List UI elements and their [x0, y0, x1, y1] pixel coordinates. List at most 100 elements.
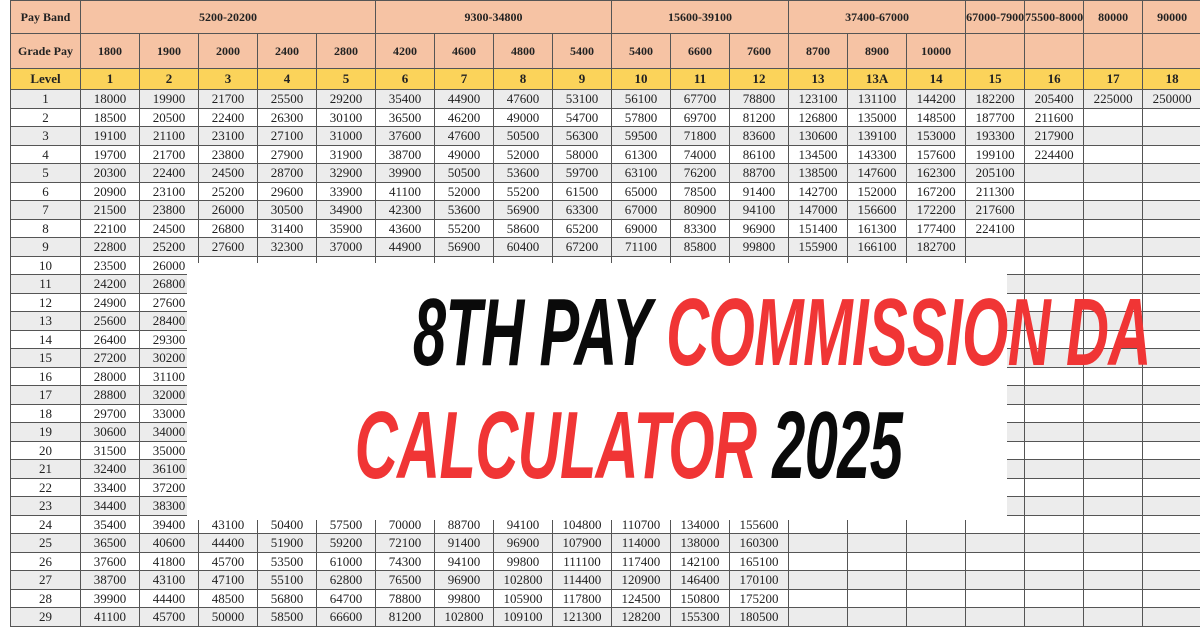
table-row: 2 18500 20500 22400 26300 30100 36500 46200 4900… [10, 107, 1200, 127]
pay-cell: 63300 [552, 200, 613, 220]
pay-cell: 41100 [375, 181, 436, 201]
pay-cell: 53600 [434, 200, 495, 220]
pay-cell [1142, 181, 1200, 201]
pay-cell: 37200 [139, 477, 199, 497]
pay-cell: 37600 [80, 551, 140, 571]
pay-cell: 31000 [315, 126, 377, 146]
row-index: 21 [10, 459, 81, 479]
pay-cell [1142, 255, 1200, 275]
pay-cell [1142, 274, 1200, 294]
pay-cell: 162300 [906, 163, 967, 183]
table-row: 1 18000 19900 21700 25500 29200 35400 44900 4760… [10, 89, 1200, 109]
level-header: 8 [493, 68, 554, 90]
pay-cell [906, 607, 967, 627]
row-index: 19 [10, 422, 81, 442]
pay-cell [788, 533, 849, 553]
pay-cell: 85800 [670, 237, 731, 257]
grade-pay-cell: 2000 [198, 33, 258, 69]
pay-cell [1142, 144, 1200, 164]
pay-cell: 170100 [729, 570, 790, 590]
grade-pay-cell: 4600 [434, 33, 495, 69]
row-index: 20 [10, 440, 81, 460]
pay-cell: 147600 [847, 163, 908, 183]
banner-line-2: CALCULATOR 2025 [187, 398, 1007, 494]
row-index: 28 [10, 588, 81, 608]
pay-cell: 55200 [434, 218, 495, 238]
pay-cell: 138500 [788, 163, 849, 183]
pay-cell: 21700 [139, 144, 199, 164]
pay-cell: 19700 [80, 144, 140, 164]
pay-cell: 38700 [80, 570, 140, 590]
banner-text-black: 8TH PAY [413, 279, 651, 386]
pay-cell: 48500 [198, 588, 258, 608]
pay-cell [1142, 385, 1200, 405]
pay-cell: 193300 [965, 126, 1026, 146]
pay-cell [1083, 477, 1144, 497]
pay-cell: 36500 [80, 533, 140, 553]
pay-cell: 83300 [670, 218, 731, 238]
pay-cell [1024, 440, 1085, 460]
pay-cell [1083, 440, 1144, 460]
pay-cell: 56300 [552, 126, 613, 146]
row-index: 27 [10, 570, 81, 590]
pay-cell [1083, 422, 1144, 442]
pay-cell: 61500 [552, 181, 613, 201]
pay-cell: 166100 [847, 237, 908, 257]
pay-cell: 25500 [257, 89, 317, 109]
pay-cell [1024, 163, 1085, 183]
grade-pay-cell [1024, 33, 1085, 69]
pay-cell [1142, 348, 1200, 368]
pay-cell: 102800 [434, 607, 495, 627]
table-row: 8 22100 24500 26800 31400 35900 43600 55200 5860… [10, 218, 1200, 238]
pay-cell: 224400 [1024, 144, 1085, 164]
pay-cell: 56900 [493, 200, 554, 220]
pay-cell: 36100 [139, 459, 199, 479]
pay-cell: 211600 [1024, 107, 1085, 127]
pay-cell: 78800 [729, 89, 790, 109]
pay-cell: 29700 [80, 403, 140, 423]
pay-cell [1142, 533, 1200, 553]
pay-cell: 54700 [552, 107, 613, 127]
pay-cell: 57800 [611, 107, 672, 127]
pay-cell: 58600 [493, 218, 554, 238]
level-header: 9 [552, 68, 613, 90]
level-header: 18 [1142, 68, 1200, 90]
pay-cell: 160300 [729, 533, 790, 553]
pay-cell [1142, 588, 1200, 608]
pay-cell [1142, 496, 1200, 516]
grade-pay-cell [1083, 33, 1144, 69]
table-row: 25 36500 40600 44400 51900 59200 72100 91400 969… [10, 533, 1200, 553]
pay-cell: 23100 [198, 126, 258, 146]
table-row: 28 39900 44400 48500 56800 64700 78800 99800 105… [10, 588, 1200, 608]
pay-cell [1083, 514, 1144, 534]
pay-cell: 111100 [552, 551, 613, 571]
pay-cell: 142700 [788, 181, 849, 201]
pay-cell: 19100 [80, 126, 140, 146]
pay-cell: 148500 [906, 107, 967, 127]
pay-cell [1024, 496, 1085, 516]
pay-cell: 45700 [198, 551, 258, 571]
level-label: Level [10, 68, 81, 90]
pay-cell: 20900 [80, 181, 140, 201]
pay-cell [1083, 107, 1144, 127]
pay-cell [1083, 311, 1144, 331]
pay-cell [1024, 477, 1085, 497]
pay-cell: 38300 [139, 496, 199, 516]
pay-cell [965, 551, 1026, 571]
level-header: 11 [670, 68, 731, 90]
pay-cell: 225000 [1083, 89, 1144, 109]
pay-cell: 96900 [434, 570, 495, 590]
pay-cell: 205400 [1024, 89, 1085, 109]
pay-cell: 55200 [493, 181, 554, 201]
row-index: 23 [10, 496, 81, 516]
grade-pay-cell [1142, 33, 1200, 69]
grade-pay-label: Grade Pay [10, 33, 81, 69]
pay-cell [1024, 533, 1085, 553]
pay-cell: 26800 [198, 218, 258, 238]
pay-cell: 157600 [906, 144, 967, 164]
level-header: 4 [257, 68, 317, 90]
pay-cell: 114000 [611, 533, 672, 553]
pay-cell: 30100 [315, 107, 377, 127]
pay-cell [1024, 255, 1085, 275]
pay-cell: 47100 [198, 570, 258, 590]
